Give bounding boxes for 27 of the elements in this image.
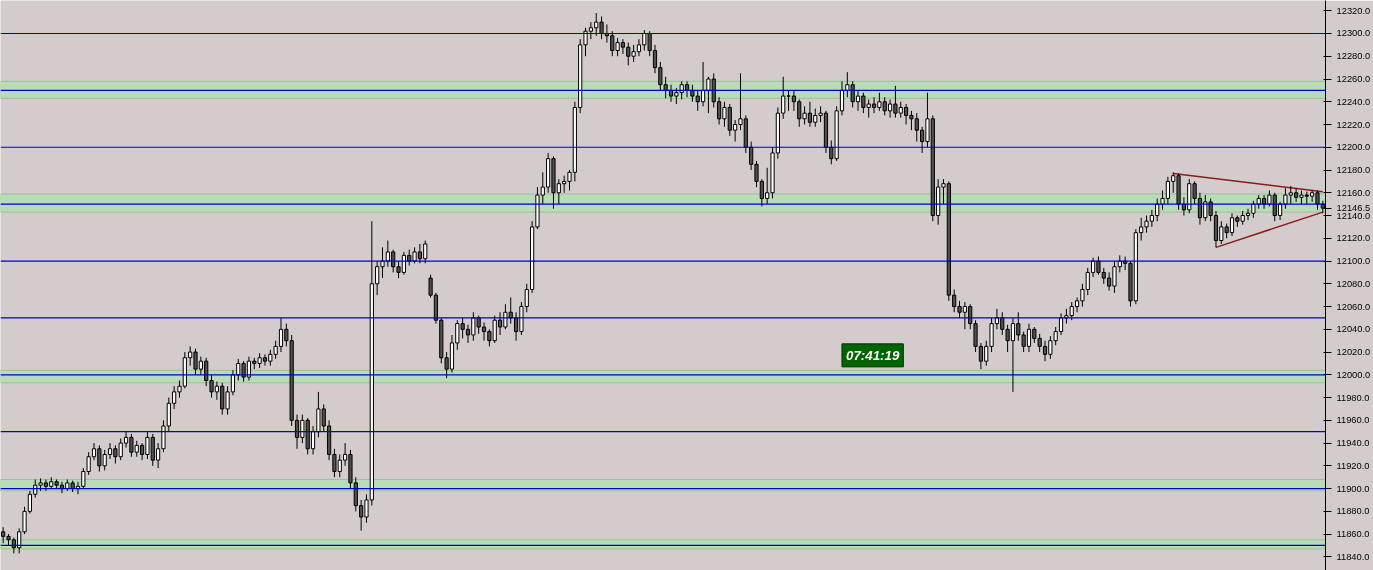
y-tick-label: 12180.0 [1336, 165, 1371, 176]
y-tick-label: 12160.0 [1336, 187, 1371, 198]
candlestick [428, 274, 433, 298]
y-tick-label: 12320.0 [1336, 5, 1371, 16]
annotation: 07:41:19 [845, 347, 900, 363]
y-tick-label: 12280.0 [1336, 51, 1371, 62]
y-tick-label: 11920.0 [1336, 460, 1370, 471]
y-tick-label: 12120.0 [1336, 233, 1371, 244]
y-tick-label: 12260.0 [1336, 74, 1371, 84]
y-tick-label: 11840.0 [1336, 551, 1370, 562]
y-tick-label: 11940.0 [1336, 438, 1370, 449]
y-tick-label: 12040.0 [1336, 324, 1371, 335]
y-tick-label: 12080.0 [1336, 278, 1371, 289]
y-tick-label: 12020.0 [1336, 347, 1371, 358]
y-tick-label: 11860.0 [1336, 529, 1370, 540]
y-tick-label: 11960.0 [1336, 415, 1370, 426]
y-tick-label: 11900.0 [1336, 483, 1370, 494]
y-tick-label: 12240.0 [1336, 96, 1371, 107]
y-tick-label: 12220.0 [1336, 119, 1371, 130]
y-tick-label: 12300.0 [1336, 28, 1371, 39]
y-tick-label: 12100.0 [1336, 256, 1371, 267]
y-tick-label: 12000.0 [1336, 369, 1371, 380]
y-tick-label: 12200.0 [1336, 142, 1371, 153]
y-tick-label: 11980.0 [1336, 392, 1370, 403]
candlestick [786, 89, 791, 112]
y-tick-label: 11880.0 [1336, 506, 1370, 517]
y-tick-label: 12060.0 [1336, 301, 1371, 312]
